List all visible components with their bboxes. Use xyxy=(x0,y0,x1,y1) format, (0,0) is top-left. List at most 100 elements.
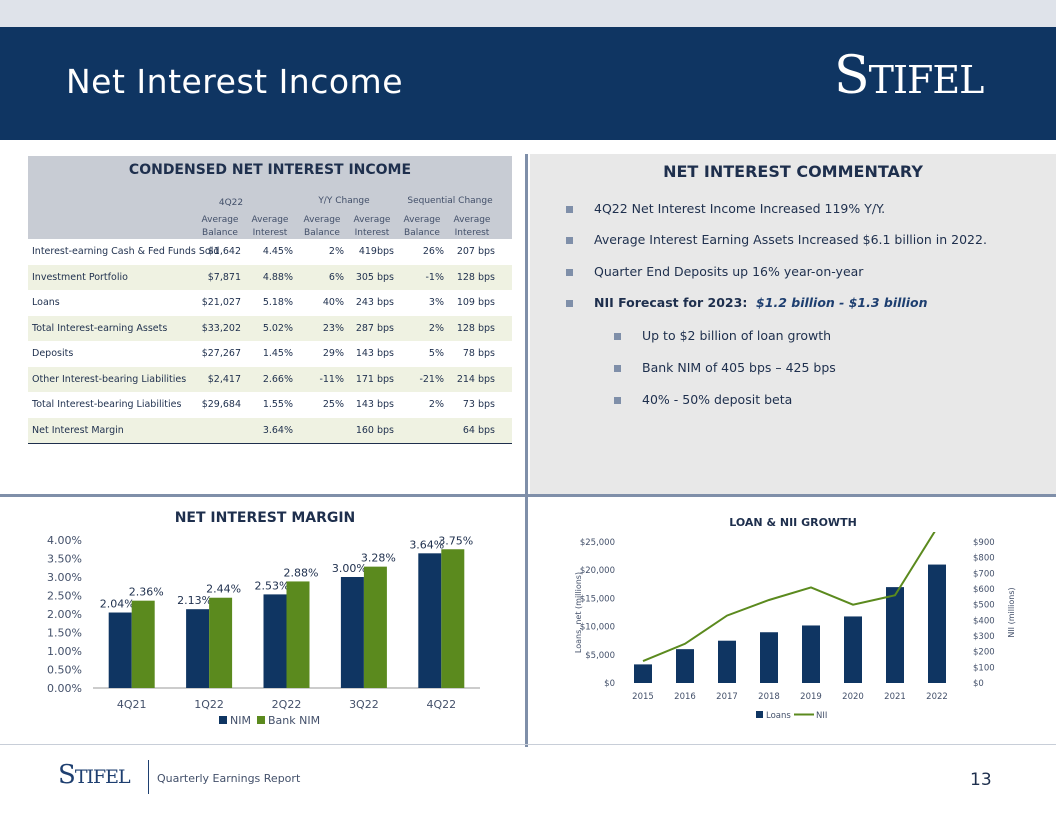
table-cell: 1.45% xyxy=(262,348,293,359)
y-tick-label: 2.50% xyxy=(47,590,82,603)
y-left-tick-label: $10,000 xyxy=(580,623,615,633)
table-cell: 2.66% xyxy=(262,373,293,385)
x-tick-label: 2022 xyxy=(926,692,948,702)
y-left-tick-label: $5,000 xyxy=(585,651,615,661)
data-label: 3.64% xyxy=(409,538,444,551)
y-right-tick-label: $900 xyxy=(973,538,995,548)
x-tick-label: 1Q22 xyxy=(194,698,224,711)
nim-chart-title: NET INTEREST MARGIN xyxy=(174,510,356,526)
x-tick-label: 2016 xyxy=(674,692,696,702)
bar-loans xyxy=(844,616,862,683)
bar-loans xyxy=(928,564,946,683)
table-cell: $29,684 xyxy=(201,399,241,410)
table-cell: 143 bps xyxy=(355,399,394,410)
col-header: Average Interest xyxy=(251,215,289,238)
bar-loans xyxy=(886,587,904,683)
bar-bank-nim xyxy=(209,597,233,688)
bar-loans xyxy=(718,640,736,683)
bar-nim xyxy=(186,609,210,688)
table-cell: -11% xyxy=(319,373,344,385)
data-label: 2.53% xyxy=(255,579,290,592)
data-label: 3.00% xyxy=(332,562,367,575)
table-cell: 26% xyxy=(422,246,444,257)
table-row: Total Interest-earning Assets $33,202 5.02… xyxy=(28,315,512,341)
table-cell: $21,027 xyxy=(201,297,241,308)
table-row: Loans $21,027 5.18% 40% 243 bps 3% 109 bps xyxy=(28,290,512,316)
page-title: Net Interest Income xyxy=(66,62,404,101)
x-tick-label: 2015 xyxy=(632,692,654,702)
x-tick-label: 4Q22 xyxy=(426,698,456,711)
net-interest-table: CONDENSED NET INTEREST INCOME 4Q22 Y/Y C… xyxy=(28,156,512,444)
x-tick-label: 2020 xyxy=(842,692,864,702)
table-cell: 64 bps xyxy=(462,424,495,436)
y-left-tick-label: $25,000 xyxy=(580,538,615,548)
stifel-logo: STIFEL xyxy=(834,46,984,106)
table-cell: $33,202 xyxy=(201,322,241,334)
table-cell: 4.45% xyxy=(262,246,293,257)
row-label: Other Interest-bearing Liabilities xyxy=(32,373,187,385)
table-cell: $2,417 xyxy=(207,373,241,385)
y-right-tick-label: $0 xyxy=(973,679,984,689)
vertical-divider xyxy=(525,154,528,747)
col-header: Average Interest xyxy=(353,215,391,238)
bar-nim xyxy=(418,553,442,688)
table-cell: 207 bps xyxy=(456,246,495,257)
data-label: 3.75% xyxy=(438,534,473,547)
table-cell: $1,642 xyxy=(207,246,241,257)
table-row: Investment Portfolio $7,871 4.88% 6% 305 bps… xyxy=(28,264,512,290)
y-left-tick-label: $15,000 xyxy=(580,594,615,604)
commentary-bullet: Average Interest Earning Assets Increase… xyxy=(566,232,987,247)
table-cell: 2% xyxy=(428,322,444,334)
bar-bank-nim xyxy=(131,600,155,688)
table-cell: 243 bps xyxy=(355,297,394,308)
loan-nii-chart: $0 $5,000 $10,000 $15,000 $20,000 $25,000 $0 $1… xyxy=(574,532,1016,721)
x-tick-label: 2018 xyxy=(758,692,780,702)
y-right-tick-label: $700 xyxy=(973,569,995,579)
nim-chart: 0.00% 0.50% 1.00% 1.50% 2.00% 2.50% 3.00% 3.50%… xyxy=(47,534,480,727)
table-header: CONDENSED NET INTEREST INCOME 4Q22 Y/Y C… xyxy=(28,156,512,239)
table-cell: 40% xyxy=(322,297,344,308)
commentary-panel xyxy=(530,154,1056,494)
data-label: 3.28% xyxy=(361,552,396,565)
bar-loans xyxy=(634,664,652,683)
table-cell: 109 bps xyxy=(456,297,495,308)
y-right-tick-label: $600 xyxy=(973,585,995,595)
table-cell: -21% xyxy=(419,373,444,385)
legend-label: Bank NIM xyxy=(268,714,320,727)
bar-bank-nim xyxy=(286,581,310,688)
legend-swatch xyxy=(219,716,227,724)
commentary-subbullet: Up to $2 billion of loan growth xyxy=(614,328,831,343)
table-cell: 305 bps xyxy=(355,271,394,283)
y-right-tick-label: $200 xyxy=(973,648,995,658)
y-left-tick-label: $0 xyxy=(604,679,615,689)
y-right-tick-label: $100 xyxy=(973,663,995,673)
table-cell: $7,871 xyxy=(207,271,241,283)
table-cell: $27,267 xyxy=(201,348,241,359)
table-cell: 1.55% xyxy=(262,399,293,410)
row-label: Net Interest Margin xyxy=(32,424,124,436)
table-cell: 171 bps xyxy=(355,373,394,385)
y-right-tick-label: $300 xyxy=(973,632,995,642)
x-tick-label: 2Q22 xyxy=(272,698,302,711)
bar-nim xyxy=(340,577,364,688)
header-band xyxy=(0,27,1056,140)
row-label: Interest-earning Cash & Fed Funds Sold xyxy=(32,246,220,257)
table-title: CONDENSED NET INTEREST INCOME xyxy=(128,162,412,178)
top-band xyxy=(0,0,1056,27)
table-row: Total Interest-bearing Liabilities $29,68… xyxy=(28,392,512,418)
table-row: Interest-earning Cash & Fed Funds Sold $1… xyxy=(28,239,512,265)
row-label: Loans xyxy=(32,297,60,308)
x-tick-label: 2021 xyxy=(884,692,906,702)
y-tick-label: 0.50% xyxy=(47,664,82,677)
x-tick-label: 2019 xyxy=(800,692,822,702)
data-label: 2.04% xyxy=(100,598,135,611)
table-cell: 2% xyxy=(428,399,444,410)
table-cell: 29% xyxy=(322,348,344,359)
row-label: Total Interest-earning Assets xyxy=(32,322,168,334)
bar-nim xyxy=(108,612,132,688)
row-label: Investment Portfolio xyxy=(32,271,128,283)
legend-swatch xyxy=(257,716,265,724)
table-cell: 25% xyxy=(322,399,344,410)
legend-label: Loans xyxy=(766,711,791,721)
table-cell: 160 bps xyxy=(355,424,394,436)
